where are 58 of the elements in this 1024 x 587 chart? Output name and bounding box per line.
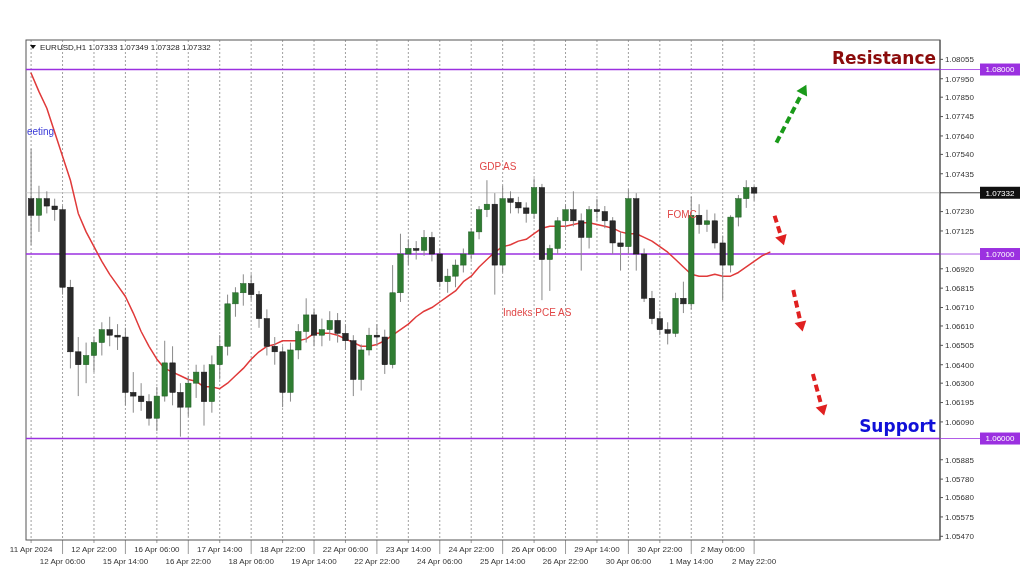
annotation: Resistance	[832, 48, 936, 69]
x-tick-label: 16 Apr 22:00	[165, 557, 212, 566]
x-tick-label: 24 Apr 22:00	[448, 545, 495, 554]
x-tick-label: 18 Apr 22:00	[259, 545, 306, 554]
y-tick-label: 1.05575	[945, 512, 975, 522]
annotation: GDP AS	[479, 160, 517, 172]
x-tick-label: 17 Apr 14:00	[197, 545, 243, 554]
chart-title: EURUSD,H1 1.07333 1.07349 1.07328 1.07332	[40, 43, 212, 52]
x-tick-label: 12 Apr 06:00	[39, 557, 86, 566]
y-tick-label: 1.05885	[945, 455, 975, 465]
x-tick-label: 25 Apr 14:00	[479, 557, 526, 566]
x-tick-label: 19 Apr 14:00	[291, 557, 338, 566]
x-tick-label: 18 Apr 06:00	[228, 557, 275, 566]
x-tick-label: 16 Apr 06:00	[134, 545, 181, 554]
y-tick-label: 1.06090	[945, 417, 975, 427]
y-tick-label: 1.06920	[945, 264, 975, 274]
y-tick-label: 1.07125	[945, 226, 975, 236]
x-tick-label: 2 May 22:00	[732, 557, 777, 566]
y-tick-label: 1.06300	[945, 378, 975, 388]
y-tick-label: 1.06610	[945, 321, 975, 331]
x-tick-label: 15 Apr 14:00	[102, 557, 149, 566]
y-tick-label: 1.06400	[945, 360, 975, 370]
y-tick-label: 1.07640	[945, 131, 975, 141]
x-tick-label: 1 May 14:00	[669, 557, 714, 566]
y-tick-label: 1.07540	[945, 150, 975, 160]
ref-line-label: 1.06000	[985, 434, 1016, 444]
y-tick-label: 1.06710	[945, 303, 975, 313]
x-tick-label: 26 Apr 06:00	[511, 545, 558, 554]
x-tick-label: 26 Apr 22:00	[542, 557, 589, 566]
y-tick-label: 1.06505	[945, 341, 975, 351]
y-tick-label: 1.07950	[945, 74, 975, 84]
x-tick-label: 22 Apr 06:00	[322, 545, 369, 554]
ref-line-label: 1.08000	[985, 65, 1016, 75]
annotation: eeting	[26, 125, 55, 137]
y-tick-label: 1.07745	[945, 112, 975, 122]
y-tick-label: 1.05780	[945, 474, 975, 484]
y-tick-label: 1.05470	[945, 532, 975, 542]
x-tick-label: 29 Apr 14:00	[574, 545, 621, 554]
y-tick-label: 1.05680	[945, 493, 975, 503]
y-tick-label: 1.06815	[945, 283, 975, 293]
x-tick-label: 24 Apr 06:00	[417, 557, 464, 566]
annotation: Support	[859, 415, 936, 436]
x-tick-label: 12 Apr 22:00	[71, 545, 118, 554]
annotation: FOMC	[667, 208, 697, 220]
x-tick-label: 2 May 06:00	[700, 545, 746, 554]
x-tick-label: 22 Apr 22:00	[354, 557, 401, 566]
ref-line-label: 1.07000	[985, 249, 1016, 259]
y-tick-label: 1.07435	[945, 169, 975, 179]
y-tick-label: 1.07230	[945, 207, 975, 217]
y-tick-label: 1.07850	[945, 93, 975, 102]
y-tick-label: 1.06195	[945, 398, 975, 408]
y-tick-label: 1.08055	[945, 55, 975, 65]
x-tick-label: 11 Apr 2024	[9, 545, 53, 554]
annotation: Indeks PCE AS	[503, 307, 572, 319]
x-tick-label: 30 Apr 06:00	[605, 557, 652, 566]
ref-line-label: 1.07332	[985, 188, 1016, 198]
x-tick-label: 23 Apr 14:00	[385, 545, 432, 554]
x-tick-label: 30 Apr 22:00	[637, 545, 684, 554]
